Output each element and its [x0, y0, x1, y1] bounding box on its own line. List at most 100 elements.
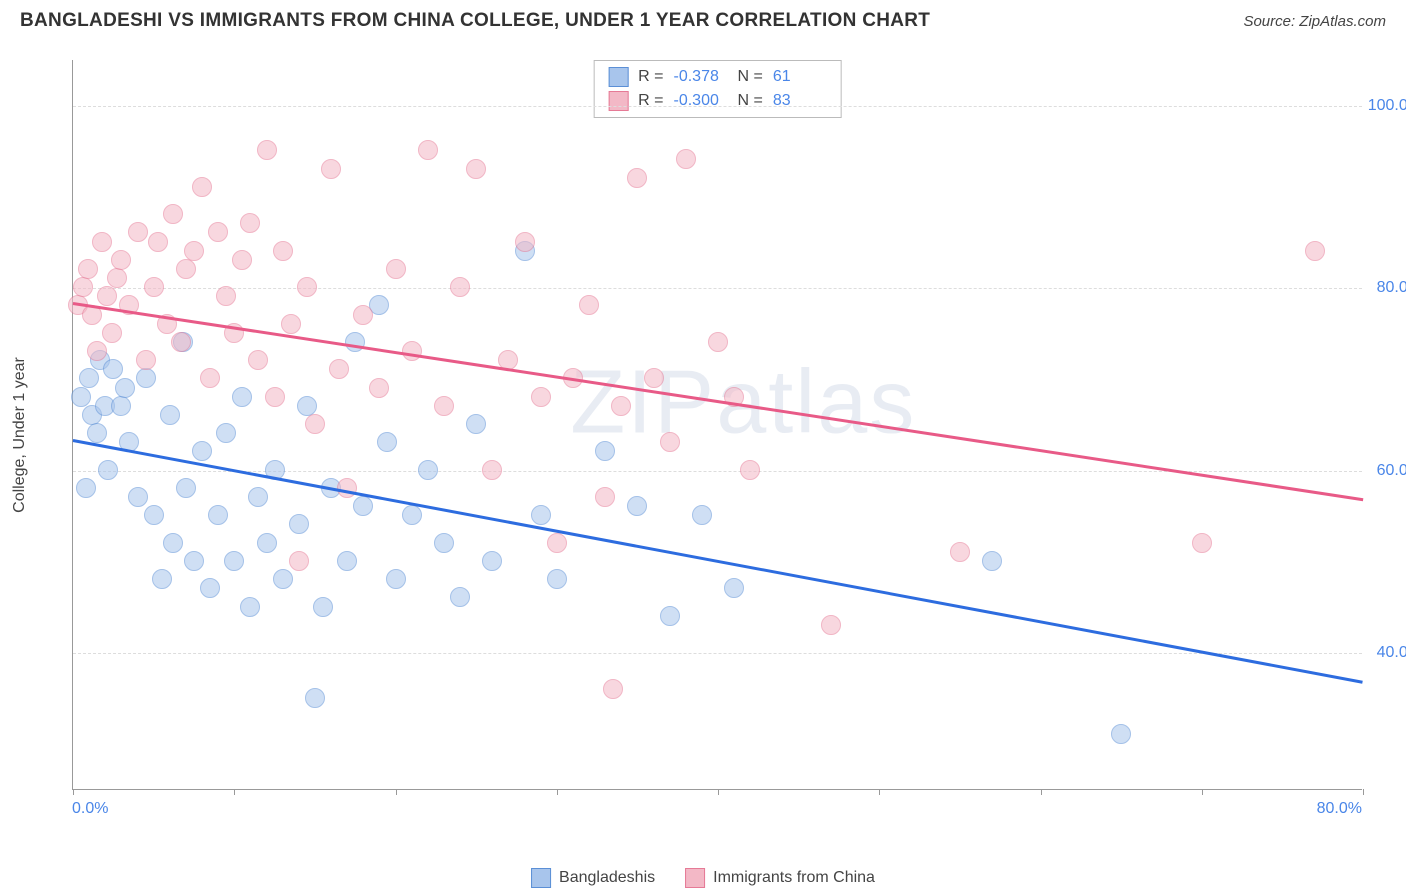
chart-container: College, Under 1 year ZIPatlas R =-0.378… — [50, 50, 1390, 820]
data-point — [148, 232, 168, 252]
legend-label: Bangladeshis — [559, 869, 655, 887]
data-point — [627, 168, 647, 188]
data-point — [329, 359, 349, 379]
x-tick — [1363, 789, 1364, 795]
gridline — [73, 106, 1362, 107]
data-point — [515, 232, 535, 252]
trend-line — [73, 439, 1363, 683]
x-tick — [557, 789, 558, 795]
stat-n-value: 61 — [773, 68, 827, 86]
data-point — [216, 286, 236, 306]
data-point — [386, 259, 406, 279]
data-point — [87, 423, 107, 443]
data-point — [482, 460, 502, 480]
data-point — [184, 241, 204, 261]
chart-header: BANGLADESHI VS IMMIGRANTS FROM CHINA COL… — [0, 0, 1406, 38]
stats-row: R =-0.378N =61 — [608, 65, 827, 89]
data-point — [232, 387, 252, 407]
data-point — [353, 305, 373, 325]
y-tick-label: 80.0% — [1367, 279, 1406, 297]
data-point — [171, 332, 191, 352]
data-point — [128, 487, 148, 507]
data-point — [76, 478, 96, 498]
data-point — [257, 140, 277, 160]
data-point — [418, 140, 438, 160]
data-point — [184, 551, 204, 571]
source-attribution: Source: ZipAtlas.com — [1243, 13, 1386, 30]
data-point — [627, 496, 647, 516]
y-tick-label: 40.0% — [1367, 644, 1406, 662]
data-point — [208, 222, 228, 242]
stat-n-value: 83 — [773, 92, 827, 110]
data-point — [240, 597, 260, 617]
data-point — [1192, 533, 1212, 553]
data-point — [192, 177, 212, 197]
data-point — [136, 350, 156, 370]
data-point — [200, 368, 220, 388]
data-point — [78, 259, 98, 279]
data-point — [482, 551, 502, 571]
data-point — [531, 505, 551, 525]
data-point — [144, 505, 164, 525]
gridline — [73, 653, 1362, 654]
data-point — [644, 368, 664, 388]
stat-n-label: N = — [738, 92, 763, 110]
data-point — [111, 396, 131, 416]
legend-bottom: Bangladeshis Immigrants from China — [531, 868, 875, 888]
data-point — [547, 533, 567, 553]
legend-item: Immigrants from China — [685, 868, 875, 888]
data-point — [595, 441, 615, 461]
data-point — [579, 295, 599, 315]
legend-swatch — [608, 67, 628, 87]
data-point — [450, 277, 470, 297]
data-point — [208, 505, 228, 525]
data-point — [708, 332, 728, 352]
data-point — [821, 615, 841, 635]
data-point — [434, 396, 454, 416]
data-point — [289, 551, 309, 571]
data-point — [216, 423, 236, 443]
plot-area: ZIPatlas R =-0.378N =61R =-0.300N =83 40… — [72, 60, 1362, 790]
x-tick-label: 80.0% — [1317, 800, 1362, 818]
data-point — [289, 514, 309, 534]
data-point — [111, 250, 131, 270]
data-point — [450, 587, 470, 607]
data-point — [297, 277, 317, 297]
data-point — [102, 323, 122, 343]
stat-r-value: -0.378 — [674, 68, 728, 86]
data-point — [240, 213, 260, 233]
data-point — [950, 542, 970, 562]
data-point — [103, 359, 123, 379]
x-tick — [1041, 789, 1042, 795]
stat-r-value: -0.300 — [674, 92, 728, 110]
legend-swatch — [531, 868, 551, 888]
data-point — [79, 368, 99, 388]
gridline — [73, 288, 1362, 289]
data-point — [337, 478, 357, 498]
data-point — [692, 505, 712, 525]
x-tick — [879, 789, 880, 795]
data-point — [144, 277, 164, 297]
data-point — [92, 232, 112, 252]
data-point — [128, 222, 148, 242]
x-tick — [396, 789, 397, 795]
y-tick-label: 100.0% — [1367, 97, 1406, 115]
data-point — [377, 432, 397, 452]
data-point — [466, 414, 486, 434]
data-point — [321, 159, 341, 179]
data-point — [660, 606, 680, 626]
data-point — [547, 569, 567, 589]
data-point — [305, 414, 325, 434]
legend-swatch — [608, 91, 628, 111]
x-tick — [718, 789, 719, 795]
legend-swatch — [685, 868, 705, 888]
legend-label: Immigrants from China — [713, 869, 875, 887]
data-point — [369, 378, 389, 398]
legend-item: Bangladeshis — [531, 868, 655, 888]
data-point — [248, 487, 268, 507]
data-point — [265, 387, 285, 407]
stat-n-label: N = — [738, 68, 763, 86]
data-point — [611, 396, 631, 416]
data-point — [982, 551, 1002, 571]
data-point — [595, 487, 615, 507]
